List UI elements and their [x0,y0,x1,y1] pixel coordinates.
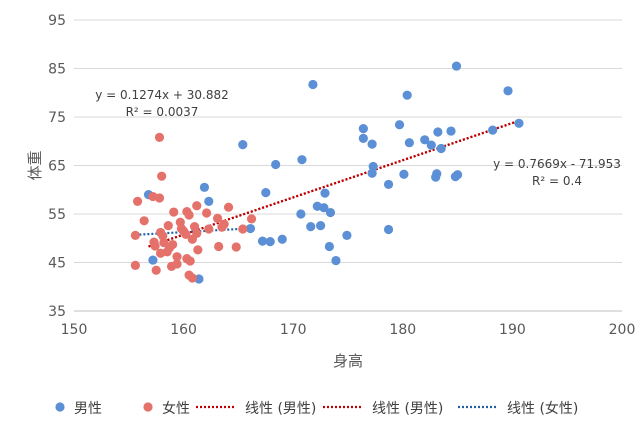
female-point [167,262,176,271]
female-point [164,221,173,230]
female-point [140,216,149,225]
male-point [296,209,305,218]
male-point [403,91,412,100]
female-point [156,249,165,258]
male-point [266,237,275,246]
male-point [326,208,335,217]
male-point [384,180,393,189]
x-tick-label: 170 [280,322,307,338]
male-point [342,231,351,240]
male-point [405,138,414,147]
legend-trendline-1-label: 线性 (男性) [372,401,443,417]
legend-female-label: 女性 [162,400,190,417]
male-point [271,160,280,169]
male-point [320,189,329,198]
male-point [446,126,455,135]
male-point [368,169,377,178]
legend-male-label: 男性 [74,401,102,417]
female-point [214,242,223,251]
female-point [131,231,140,240]
y-tick-label: 85 [48,62,66,78]
female-point [131,261,140,270]
male-equation-line: y = 0.7669x - 71.953 [493,157,621,171]
y-tick-label: 95 [48,13,66,29]
legend-female-marker [143,402,152,411]
male-point [148,255,157,264]
legend-trendline-2-label: 线性 (女性) [507,400,578,417]
male-point [451,172,460,181]
female-point [155,133,164,142]
female-point [184,210,193,219]
female-point [238,224,247,233]
x-tick-label: 150 [61,322,88,338]
legend-male-marker [55,402,64,411]
male-point [488,125,497,134]
female-point [217,222,226,231]
female-equation-line: R² = 0.0037 [126,105,199,119]
x-tick-label: 180 [389,322,416,338]
female-point [193,245,202,254]
female-point [155,193,164,202]
female-point [204,224,213,233]
male-point [437,144,446,153]
male-point [331,256,340,265]
female-point [192,201,201,210]
male-point [306,222,315,231]
female-point [169,207,178,216]
female-point [202,208,211,217]
y-tick-label: 55 [48,207,66,223]
female-point [247,214,256,223]
male-point [200,183,209,192]
female-point [224,203,233,212]
male-point [308,80,317,89]
male-point [431,173,440,182]
male-point [514,119,523,128]
male-point [384,225,393,234]
male-point [297,155,306,164]
legend-trendline-0-label: 线性 (男性) [245,401,316,417]
y-tick-label: 75 [48,110,66,126]
male-point [399,170,408,179]
y-tick-label: 45 [48,256,66,272]
female-point [157,172,166,181]
male-equation-line: R² = 0.4 [532,174,582,188]
y-tick-label: 35 [48,304,66,320]
male-point [359,124,368,133]
x-axis-title: 身高 [333,352,363,370]
female-point [186,256,195,265]
male-point [316,221,325,230]
female-equation-line: y = 0.1274x + 30.882 [95,88,229,102]
male-point [427,141,436,150]
x-tick-label: 200 [609,322,636,338]
male-point [359,134,368,143]
male-point [433,127,442,136]
female-point [152,266,161,275]
x-tick-label: 190 [499,322,526,338]
male-point [204,197,213,206]
male-point [325,242,334,251]
female-point [232,242,241,251]
male-point [503,86,512,95]
male-point [261,188,270,197]
y-axis-title: 体重 [26,150,44,180]
female-point [188,273,197,282]
male-point [452,61,461,70]
female-point [188,235,197,244]
y-tick-label: 65 [48,159,66,175]
male-point [395,120,404,129]
male-point [238,140,247,149]
male-point [368,140,377,149]
male-point [278,235,287,244]
female-point [151,241,160,250]
x-tick-label: 160 [170,322,197,338]
female-point [133,197,142,206]
